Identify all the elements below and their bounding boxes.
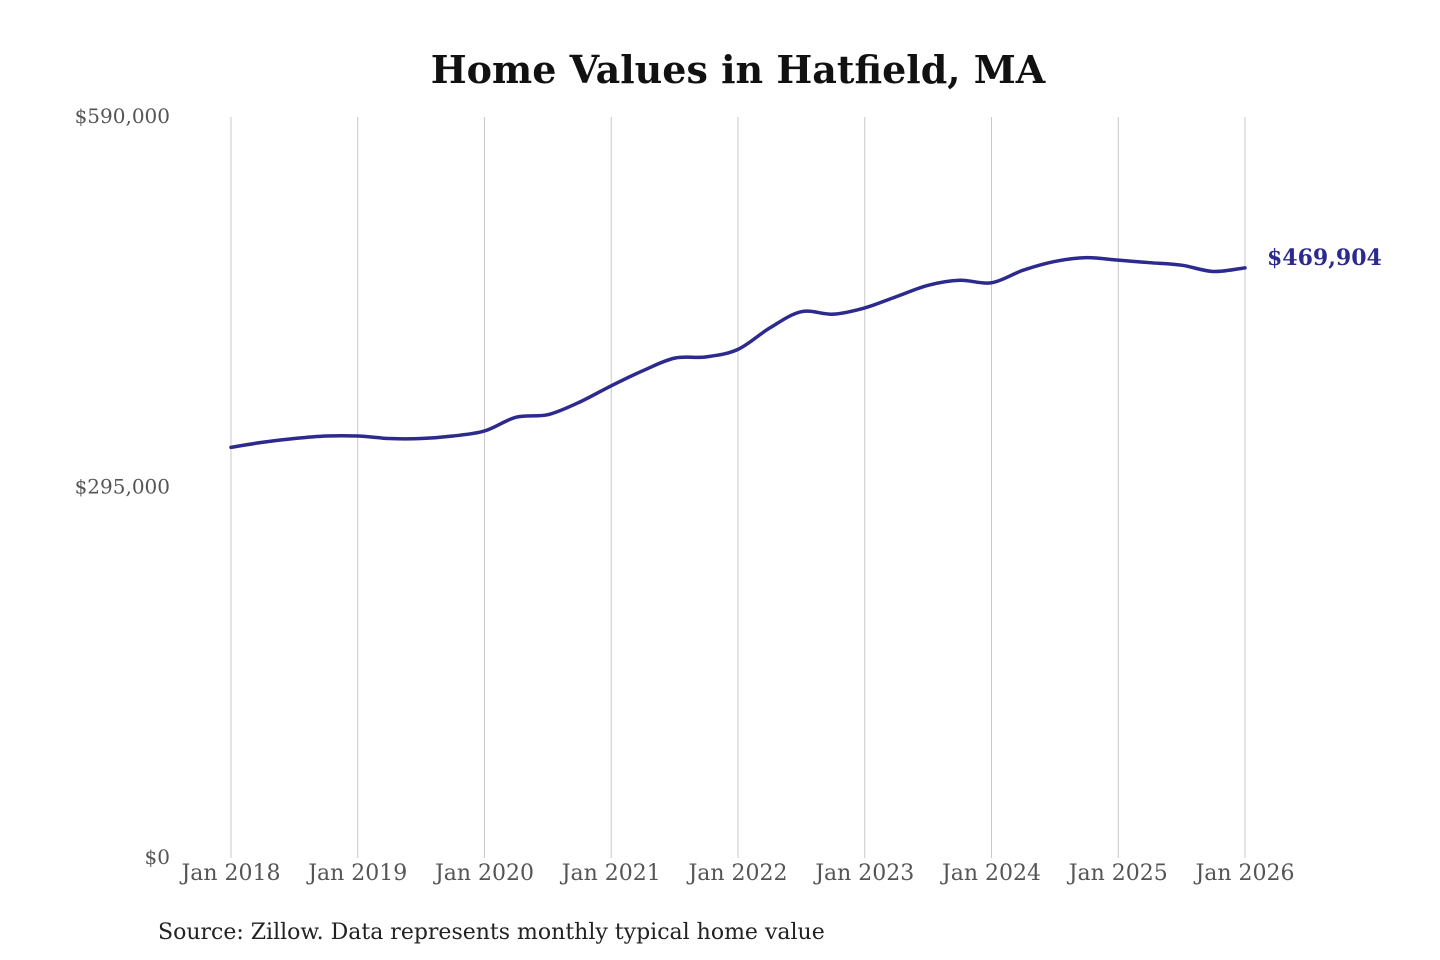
x-axis-tick-labels: Jan 2018 Jan 2019 Jan 2020 Jan 2021 Jan 2022… (179, 861, 1294, 886)
series-point (546, 413, 549, 416)
series-point (705, 355, 708, 358)
series-point (1085, 256, 1088, 259)
x-tick-label: Jan 2023 (813, 861, 914, 886)
series-point (1180, 264, 1183, 267)
series-point (483, 429, 486, 432)
latest-value-label: $469,904 (1267, 245, 1382, 271)
gridlines (230, 117, 1246, 858)
y-axis-tick-labels: $590,000 $295,000 $0 (75, 104, 170, 869)
series-point (737, 348, 740, 351)
series-point (261, 441, 264, 444)
series-point (325, 435, 328, 438)
x-tick-label: Jan 2024 (940, 861, 1041, 886)
series-point (927, 284, 930, 287)
series-point (990, 281, 993, 284)
y-tick-label: $295,000 (75, 475, 170, 499)
series-point (578, 401, 581, 404)
chart-title: Home Values in Hatfield, MA (431, 47, 1046, 92)
home-value-series-line (229, 255, 1247, 450)
y-tick-label: $590,000 (75, 104, 170, 128)
x-tick-label: Jan 2020 (433, 861, 534, 886)
series-point (1148, 261, 1151, 264)
series-point (768, 326, 771, 329)
series-point (451, 435, 454, 438)
series-point (1053, 260, 1056, 263)
series-point (863, 306, 866, 309)
x-tick-label: Jan 2022 (686, 861, 787, 886)
x-tick-label: Jan 2019 (306, 861, 407, 886)
source-note: Source: Zillow. Data represents monthly … (158, 920, 825, 945)
x-tick-label: Jan 2021 (560, 861, 661, 886)
y-tick-label: $0 (145, 845, 170, 869)
series-point (1244, 266, 1247, 269)
x-tick-label: Jan 2025 (1067, 861, 1168, 886)
series-point (293, 437, 296, 440)
series-point (388, 437, 391, 440)
x-tick-label: Jan 2018 (179, 861, 280, 886)
series-point (515, 416, 518, 419)
series-point (673, 357, 676, 360)
series-point (610, 384, 613, 387)
series-point (895, 295, 898, 298)
x-tick-label: Jan 2026 (1193, 861, 1294, 886)
series-point (1117, 259, 1120, 262)
series-point (958, 279, 961, 282)
series-point (832, 313, 835, 316)
series-point (800, 310, 803, 313)
series-point (641, 369, 644, 372)
series-point (1022, 269, 1025, 272)
series-point (356, 435, 359, 438)
series-point (420, 437, 423, 440)
series-point (1212, 270, 1215, 273)
series-point (230, 446, 233, 449)
